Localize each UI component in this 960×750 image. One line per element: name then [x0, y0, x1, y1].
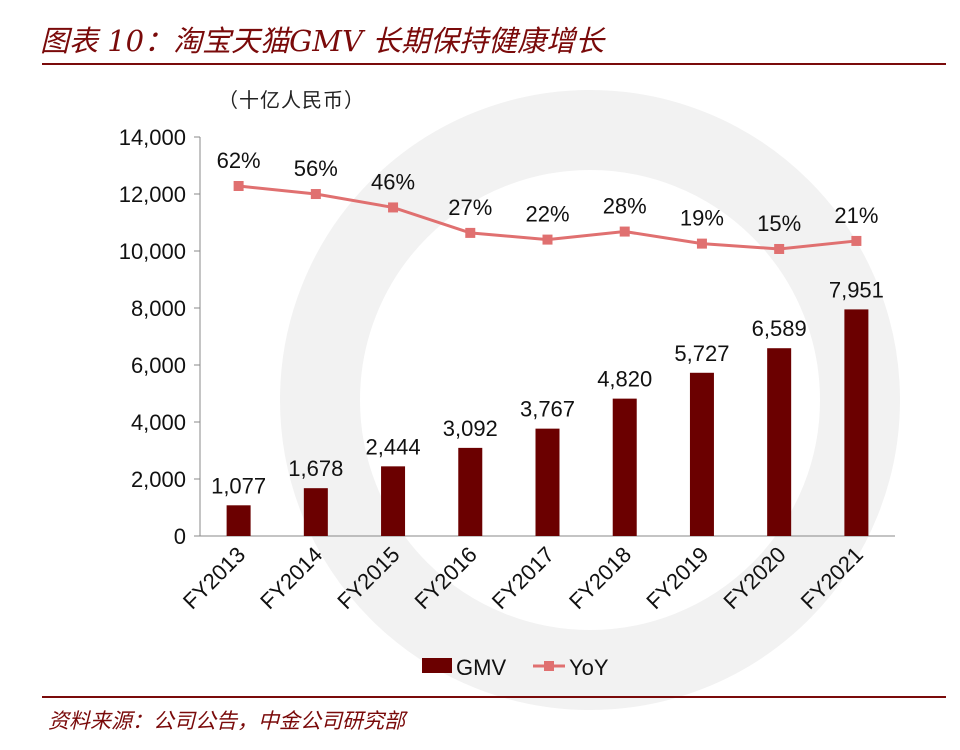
bar-data-label: 4,820 — [597, 367, 652, 392]
bar-data-label: 1,077 — [211, 473, 266, 498]
bar-data-label: 5,727 — [674, 341, 729, 366]
bar-gmv — [303, 488, 328, 536]
bar-data-label: 2,444 — [366, 434, 421, 459]
unit-label: （十亿人民币） — [218, 88, 365, 112]
line-data-label: 19% — [680, 206, 724, 231]
legend-swatch-gmv — [422, 658, 452, 673]
y-tick-label: 2,000 — [131, 467, 186, 492]
line-marker-yoy — [542, 234, 553, 245]
source-note: 资料来源：公司公告，中金公司研究部 — [48, 709, 405, 733]
bar-gmv — [226, 505, 251, 536]
y-tick-label: 0 — [174, 524, 186, 549]
bar-gmv — [535, 428, 560, 536]
bar-gmv — [689, 372, 714, 536]
chart-title: 图表 10：淘宝天猫GMV 长期保持健康增长 — [40, 24, 605, 58]
x-tick-label: FY2013 — [178, 542, 250, 614]
line-marker-yoy — [233, 181, 244, 191]
y-tick-label: 4,000 — [131, 410, 186, 435]
bar-data-label: 6,589 — [752, 316, 807, 341]
line-marker-yoy — [774, 243, 785, 254]
legend-label-gmv: GMV — [456, 655, 506, 680]
line-data-label: 56% — [294, 156, 338, 181]
y-tick-label: 8,000 — [131, 296, 186, 321]
y-tick-label: 10,000 — [119, 239, 186, 264]
bar-gmv — [381, 466, 406, 536]
bar-data-label: 1,678 — [288, 456, 343, 481]
bar-gmv — [458, 447, 483, 536]
bar-data-label: 3,092 — [443, 416, 498, 441]
line-marker-yoy — [465, 227, 476, 238]
y-tick-label: 6,000 — [131, 353, 186, 378]
line-data-label: 46% — [371, 169, 415, 194]
x-tick-label: FY2018 — [564, 542, 636, 614]
line-data-label: 62% — [217, 148, 261, 173]
bar-data-label: 7,951 — [829, 277, 884, 302]
line-data-label: 15% — [757, 211, 801, 236]
bar-gmv — [767, 348, 792, 536]
line-marker-yoy — [619, 226, 630, 237]
bar-gmv — [844, 309, 869, 536]
x-tick-label: FY2017 — [487, 542, 559, 614]
line-data-label: 21% — [834, 203, 878, 228]
bar-data-label: 3,767 — [520, 397, 575, 422]
legend-label-yoy: YoY — [569, 655, 609, 680]
title-divider — [42, 63, 946, 65]
bar-gmv — [612, 398, 637, 536]
line-marker-yoy — [696, 238, 707, 249]
line-data-label: 27% — [448, 195, 492, 220]
x-tick-label: FY2014 — [255, 542, 327, 614]
line-marker-yoy — [310, 189, 321, 200]
y-tick-label: 12,000 — [119, 182, 186, 207]
line-data-label: 28% — [603, 194, 647, 219]
line-marker-yoy — [851, 235, 862, 246]
legend-marker-yoy — [544, 661, 554, 671]
line-data-label: 22% — [525, 202, 569, 227]
y-tick-label: 14,000 — [119, 125, 186, 150]
line-marker-yoy — [388, 202, 399, 213]
footer-divider — [42, 696, 946, 698]
